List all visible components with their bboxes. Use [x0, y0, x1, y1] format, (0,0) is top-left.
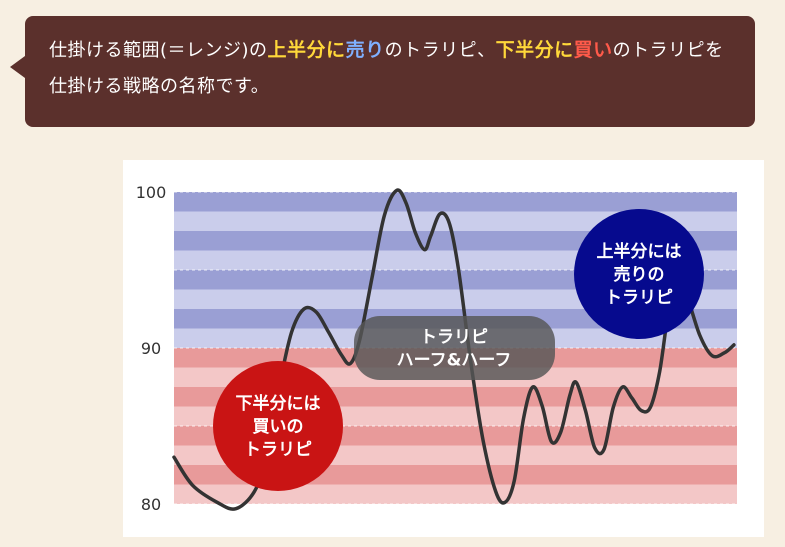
sell-label-circle [574, 209, 704, 339]
price-line [172, 188, 736, 511]
center-label-text: トラリピ [420, 328, 488, 348]
lower-band-stripe [174, 484, 737, 504]
buy-label-text: 下半分には [236, 393, 321, 414]
range-chart: 1009080トラリピハーフ&ハーフ下半分には買いのトラリピ上半分には売りのトラ… [136, 183, 737, 514]
buy-label-circle [213, 361, 343, 491]
callout-text-3: のトラリピを仕掛ける戦略の名称です。 [49, 40, 724, 97]
center-label-pill [354, 316, 555, 380]
y-tick-label: 90 [141, 339, 161, 358]
y-tick-label: 100 [136, 183, 167, 202]
sell-label-text: 売りの [614, 264, 665, 285]
sell-label-text: トラリピ [605, 288, 673, 308]
callout-tail [10, 56, 25, 78]
chart-panel: 100 90 80 トラリピ ハーフ&ハーフ 下半分には 買いの トラリピ 上半分には 売りの トラ… [123, 160, 764, 537]
y-tick-label: 80 [141, 495, 161, 514]
callout-text-1: 仕掛ける範囲(＝レンジ)の [49, 40, 268, 61]
center-label-text: ハーフ&ハーフ [397, 351, 512, 371]
upper-band-stripe [174, 192, 737, 212]
callout-buy: 買い [573, 39, 613, 61]
callout-sell: 売り [345, 39, 385, 61]
callout-lower-half: 下半分に [495, 39, 574, 61]
description-callout: 仕掛ける範囲(＝レンジ)の上半分に売りのトラリピ、下半分に買いのトラリピを仕掛け… [25, 16, 755, 127]
sell-label-text: 上半分には [597, 241, 682, 262]
callout-upper-half: 上半分に [267, 39, 346, 61]
callout-text-2: のトラリピ、 [384, 40, 496, 61]
buy-label-text: 買いの [253, 417, 304, 437]
buy-label-text: トラリピ [244, 440, 312, 460]
